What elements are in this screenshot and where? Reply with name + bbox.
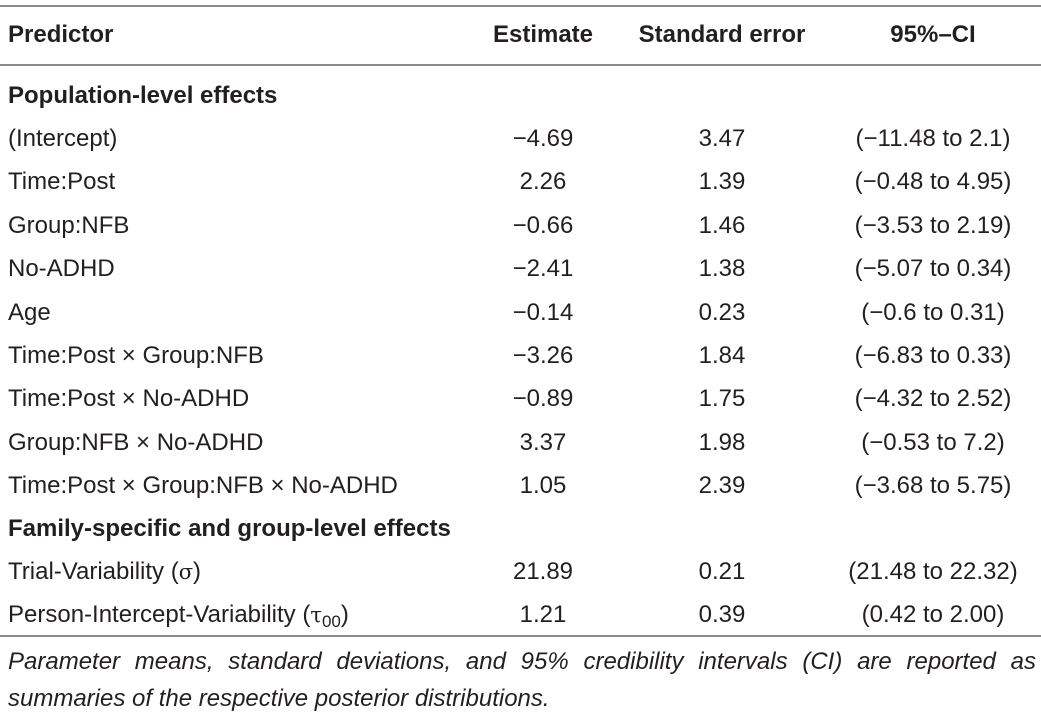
estimate-cell: 1.21 (519, 601, 567, 629)
ci-cell: (−4.32 to 2.52) (854, 385, 1012, 413)
estimate-cell: −2.41 (512, 255, 574, 283)
predictor-cell: Time:Post × No-ADHD (8, 385, 250, 413)
predictor-cell: Age (8, 298, 51, 326)
se-cell: 2.39 (698, 472, 746, 500)
table-row: Time:Post × Group:NFB −3.26 1.84 (−6.83 to … (0, 334, 1041, 377)
predictor-cell: Person-Intercept-Variability (τ00) (8, 593, 349, 643)
ci-cell: (−5.07 to 0.34) (854, 255, 1012, 283)
estimate-cell: 3.37 (519, 428, 567, 456)
section-family: Family-specific and group-level effects (0, 507, 1041, 550)
predictor-cell: Time:Post × Group:NFB (8, 342, 264, 369)
predictor-label: Trial-Variability ( (8, 558, 179, 585)
estimate-cell: 2.26 (519, 168, 567, 196)
section-population: Population-level effects (0, 74, 1041, 117)
se-cell: 3.47 (698, 125, 746, 152)
section-title: Population-level effects (8, 82, 278, 109)
ci-cell: (−0.48 to 4.95) (854, 168, 1012, 196)
table-bottom-rule (0, 635, 1041, 637)
estimate-cell: 21.89 (512, 558, 574, 585)
ci-cell: (−3.53 to 2.19) (854, 211, 1012, 239)
table-row: Person-Intercept-Variability (τ00) 1.21 0.… (0, 593, 1041, 636)
table-row: Time:Post × Group:NFB × No-ADHD 1.05 2.39 (… (0, 464, 1041, 507)
table-header-row: Predictor Estimate Standard error 95%–CI (0, 13, 1041, 56)
symbol-subscript: 00 (321, 612, 341, 632)
table-row: (Intercept) −4.69 3.47 (−11.48 to 2.1) (0, 117, 1041, 160)
ci-cell: (−6.83 to 0.33) (854, 342, 1012, 369)
ci-cell: (0.42 to 2.00) (861, 601, 1005, 629)
header-standard-error: Standard error (638, 21, 806, 48)
table-row: Time:Post 2.26 1.39 (−0.48 to 4.95) (0, 160, 1041, 203)
se-cell: 1.75 (698, 385, 746, 413)
estimate-cell: −0.66 (512, 211, 574, 239)
table-row: Age −0.14 0.23 (−0.6 to 0.31) (0, 291, 1041, 334)
ci-cell: (−11.48 to 2.1) (855, 125, 1011, 152)
table-row: Group:NFB × No-ADHD 3.37 1.98 (−0.53 to 7.2… (0, 421, 1041, 464)
greek-symbol: σ (178, 560, 194, 584)
se-cell: 0.39 (698, 601, 746, 629)
table-row: Time:Post × No-ADHD −0.89 1.75 (−4.32 to 2.… (0, 377, 1041, 420)
estimate-cell: −0.14 (512, 298, 574, 326)
table-header-rule (0, 64, 1041, 66)
ci-cell: (21.48 to 22.32) (848, 558, 1018, 585)
header-estimate: Estimate (492, 21, 594, 48)
predictor-cell: Group:NFB (8, 211, 130, 239)
se-cell: 1.39 (698, 168, 746, 196)
ci-cell: (−0.53 to 7.2) (861, 428, 1005, 456)
se-cell: 0.23 (698, 298, 746, 326)
ci-cell: (−3.68 to 5.75) (854, 472, 1012, 500)
section-title: Family-specific and group-level effects (8, 515, 451, 542)
se-cell: 1.38 (698, 255, 746, 283)
predictor-cell: Time:Post (8, 168, 116, 196)
predictor-cell: Time:Post × Group:NFB × No-ADHD (8, 472, 398, 500)
table-top-rule (0, 5, 1041, 7)
se-cell: 1.98 (698, 428, 746, 456)
se-cell: 1.46 (698, 211, 746, 239)
estimate-cell: −3.26 (512, 342, 574, 369)
table-row: Trial-Variability (σ) 21.89 0.21 (21.48 to … (0, 550, 1041, 593)
se-cell: 0.21 (698, 558, 746, 585)
predictor-cell: Group:NFB × No-ADHD (8, 428, 264, 456)
predictor-cell: (Intercept) (8, 125, 118, 152)
predictor-cell: No-ADHD (8, 255, 115, 283)
header-predictor: Predictor (8, 21, 114, 48)
table-row: No-ADHD −2.41 1.38 (−5.07 to 0.34) (0, 247, 1041, 290)
predictor-cell: Trial-Variability (σ) (8, 550, 201, 600)
ci-cell: (−0.6 to 0.31) (861, 298, 1005, 326)
estimate-cell: −4.69 (512, 125, 574, 152)
predictor-label: Person-Intercept-Variability ( (8, 601, 311, 629)
estimate-cell: −0.89 (512, 385, 574, 413)
table-row: Group:NFB −0.66 1.46 (−3.53 to 2.19) (0, 204, 1041, 247)
greek-symbol: τ (310, 603, 322, 628)
predictor-suffix: ) (193, 558, 202, 585)
predictor-suffix: ) (340, 601, 349, 629)
estimate-cell: 1.05 (519, 472, 567, 500)
table-footnote: Parameter means, standard deviations, an… (8, 648, 1036, 712)
header-ci: 95%–CI (890, 21, 976, 48)
se-cell: 1.84 (698, 342, 746, 369)
